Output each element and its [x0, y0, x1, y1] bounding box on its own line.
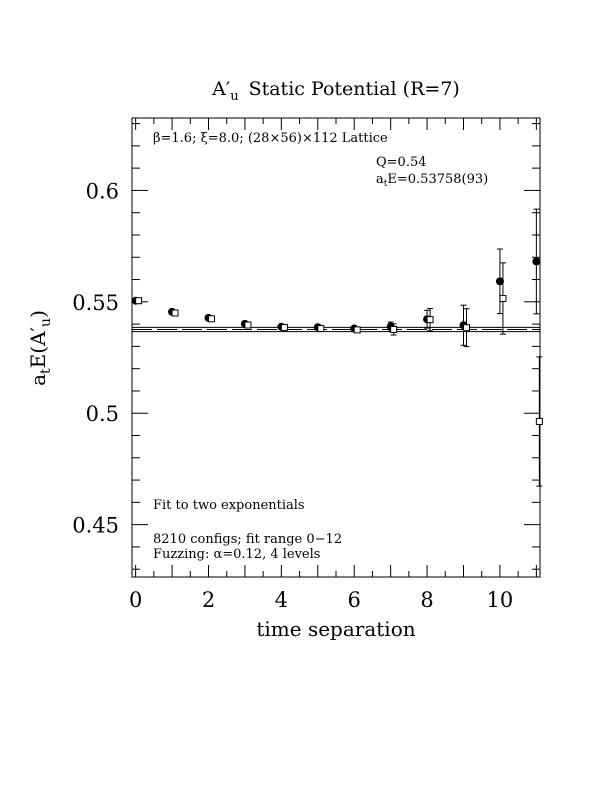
- y-axis-label: atE(A′u): [26, 310, 54, 386]
- square-marker: [208, 315, 215, 323]
- x-tick-label: 0: [129, 588, 142, 612]
- tick-labels: 0 2 4 6 8 10 0.45 0.5 0.55 0.6: [72, 179, 513, 612]
- circle-point: [532, 208, 541, 315]
- energy-prefix: a: [376, 172, 384, 187]
- energy-sub: t: [384, 179, 388, 189]
- x-tick-label: 10: [487, 588, 514, 612]
- y-tick-label: 0.55: [72, 291, 119, 315]
- circle-point: [495, 248, 504, 315]
- square-marker: [317, 325, 325, 333]
- title-sub: u: [230, 89, 238, 104]
- square-marker: [390, 325, 398, 333]
- fuzzing-note: Fuzzing: α=0.12, 4 levels: [153, 547, 320, 562]
- square-marker: [135, 297, 143, 305]
- q-value-note: Q=0.54: [376, 155, 427, 170]
- y-tick-label: 0.6: [86, 179, 119, 203]
- square-marker: [171, 309, 179, 317]
- fit-description-note: Fit to two exponentials: [153, 498, 305, 513]
- x-tick-label: 8: [420, 588, 433, 612]
- y-label-mid: E(A′: [26, 326, 50, 368]
- y-label-main: a: [26, 374, 50, 386]
- square-point: [353, 326, 361, 334]
- square-point: [171, 309, 179, 317]
- y-tick-label: 0.45: [72, 514, 119, 538]
- square-marker: [463, 324, 470, 332]
- square-point: [390, 323, 398, 336]
- x-axis-label: time separation: [256, 617, 415, 641]
- square-point: [463, 308, 470, 348]
- square-point: [208, 315, 215, 323]
- square-point: [280, 323, 288, 331]
- y-label-sub1: t: [38, 368, 54, 374]
- configs-note: 8210 configs; fit range 0−12: [153, 532, 342, 547]
- data-points: [131, 208, 543, 487]
- square-marker: [353, 326, 361, 334]
- square-point: [317, 325, 325, 333]
- x-tick-label: 4: [275, 588, 288, 612]
- square-marker: [426, 316, 434, 324]
- square-point: [499, 262, 507, 335]
- y-label-sub2: u: [38, 318, 54, 327]
- square-marker: [499, 294, 507, 302]
- square-marker: [244, 321, 252, 329]
- square-point: [135, 297, 143, 305]
- x-tick-label: 6: [348, 588, 361, 612]
- energy-note: atE=0.53758(93): [376, 172, 488, 189]
- square-marker: [535, 417, 543, 425]
- lattice-note: β=1.6; ξ=8.0; (28×56)×112 Lattice: [153, 131, 388, 146]
- square-point: [535, 356, 543, 487]
- circle-marker: [495, 277, 504, 286]
- x-tick-label: 2: [202, 588, 215, 612]
- fit-band: [132, 326, 540, 333]
- title-main: A′: [211, 78, 230, 100]
- circle-marker: [532, 257, 541, 266]
- axis-ticks: [132, 118, 540, 577]
- square-point: [426, 308, 434, 332]
- title-rest: Static Potential (R=7): [249, 78, 460, 100]
- energy-value: E=0.53758(93): [387, 172, 488, 187]
- square-point: [244, 321, 252, 329]
- square-marker: [280, 323, 288, 331]
- y-tick-label: 0.5: [86, 402, 119, 426]
- y-label-end: ): [26, 310, 50, 318]
- chart-title: A′u Static Potential (R=7): [211, 78, 460, 104]
